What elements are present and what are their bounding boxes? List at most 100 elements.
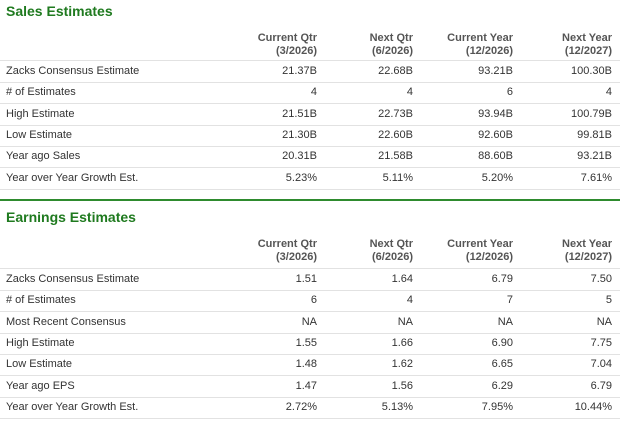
column-header: Current Qtr <box>257 238 317 250</box>
row-rule <box>0 396 620 398</box>
row-label: Year ago EPS <box>6 379 75 392</box>
cell-value: 22.60B <box>378 128 413 141</box>
row-rule <box>0 188 620 190</box>
row-rule <box>0 375 620 377</box>
cell-value: 7.61% <box>580 171 612 184</box>
row-label: High Estimate <box>6 107 75 120</box>
row-label: Low Estimate <box>6 128 73 141</box>
row-rule <box>0 124 620 126</box>
cell-value: 7.50 <box>590 273 612 285</box>
cell-value: 7 <box>506 294 513 307</box>
column-period: (6/2026) <box>372 45 413 57</box>
cell-value: 93.21B <box>478 65 513 77</box>
row-rule <box>0 145 620 147</box>
section-title: Sales Estimates <box>6 3 113 19</box>
cell-value: 21.58B <box>378 150 413 163</box>
cell-value: NA <box>497 315 513 328</box>
header-rule <box>0 268 620 269</box>
cell-value: 92.60B <box>478 128 513 141</box>
cell-value: 4 <box>605 86 612 99</box>
cell-value: 6 <box>310 294 317 307</box>
cell-value: 7.75 <box>590 336 612 349</box>
cell-value: 1.64 <box>391 273 413 285</box>
column-header: Next Year <box>562 32 612 44</box>
cell-value: 6.90 <box>491 336 513 349</box>
row-rule <box>0 167 620 169</box>
cell-value: 10.44% <box>574 400 612 413</box>
column-period: (12/2026) <box>465 45 513 57</box>
row-label: # of Estimates <box>6 294 76 307</box>
cell-value: 21.51B <box>282 107 317 120</box>
column-header: Next Year <box>562 238 612 250</box>
cell-value: 5.23% <box>285 171 317 184</box>
cell-value: 20.31B <box>282 150 317 163</box>
row-rule <box>0 290 620 291</box>
cell-value: 99.81B <box>577 128 612 141</box>
row-label: Year over Year Growth Est. <box>6 171 139 184</box>
cell-value: 5.11% <box>382 171 413 184</box>
cell-value: 88.60B <box>478 150 513 163</box>
cell-value: 21.30B <box>282 128 317 141</box>
column-header: Next Qtr <box>369 32 413 44</box>
row-rule <box>0 353 620 355</box>
row-rule <box>0 311 620 313</box>
cell-value: 6.29 <box>491 379 513 392</box>
column-period: (12/2027) <box>564 251 612 263</box>
row-rule <box>0 332 620 334</box>
cell-value: 100.79B <box>571 107 612 120</box>
cell-value: 6 <box>506 86 513 99</box>
cell-value: 1.47 <box>295 379 317 392</box>
cell-value: 2.72% <box>285 400 317 413</box>
cell-value: 1.56 <box>391 379 413 392</box>
cell-value: 5.20% <box>481 171 513 184</box>
cell-value: 100.30B <box>571 65 612 77</box>
column-period: (3/2026) <box>276 251 317 263</box>
column-period: (6/2026) <box>372 251 413 263</box>
cell-value: 1.48 <box>295 358 317 371</box>
cell-value: 4 <box>406 294 413 307</box>
cell-value: NA <box>397 315 413 328</box>
cell-value: 5 <box>605 294 612 307</box>
cell-value: 1.55 <box>295 336 317 349</box>
section-divider <box>0 199 620 201</box>
cell-value: 4 <box>406 86 413 99</box>
cell-value: 1.51 <box>295 273 317 285</box>
cell-value: 22.73B <box>378 107 413 120</box>
cell-value: 1.62 <box>391 358 413 371</box>
cell-value: 6.79 <box>590 379 612 392</box>
cell-value: 1.66 <box>391 336 413 349</box>
cell-value: 4 <box>310 86 317 99</box>
cell-value: 7.04 <box>590 358 612 371</box>
row-label: Year over Year Growth Est. <box>6 400 139 413</box>
column-period: (12/2026) <box>465 251 513 263</box>
column-header: Current Year <box>447 238 513 250</box>
cell-value: 5.13% <box>381 400 413 413</box>
row-label: Most Recent Consensus <box>6 315 126 328</box>
cell-value: 7.95% <box>481 400 513 413</box>
column-period: (3/2026) <box>276 45 317 57</box>
cell-value: 93.21B <box>577 150 612 163</box>
row-rule <box>0 103 620 105</box>
row-rule <box>0 82 620 83</box>
row-label: Year ago Sales <box>6 150 81 163</box>
cell-value: 93.94B <box>478 107 513 120</box>
row-label: Low Estimate <box>6 358 73 371</box>
column-header: Current Qtr <box>257 32 317 44</box>
row-rule <box>0 417 620 419</box>
column-period: (12/2027) <box>564 45 612 57</box>
row-label: High Estimate <box>6 336 75 349</box>
cell-value: 6.79 <box>491 273 513 285</box>
cell-value: NA <box>596 315 612 328</box>
cell-value: 22.68B <box>378 65 413 77</box>
cell-value: 6.65 <box>491 358 513 371</box>
cell-value: 21.37B <box>282 65 317 77</box>
section-title: Earnings Estimates <box>6 209 136 225</box>
cell-value: NA <box>301 315 317 328</box>
row-label: Zacks Consensus Estimate <box>6 65 140 77</box>
header-rule <box>0 60 620 61</box>
row-label: # of Estimates <box>6 86 76 99</box>
column-header: Next Qtr <box>369 238 413 250</box>
column-header: Current Year <box>447 32 513 44</box>
row-label: Zacks Consensus Estimate <box>6 273 140 285</box>
